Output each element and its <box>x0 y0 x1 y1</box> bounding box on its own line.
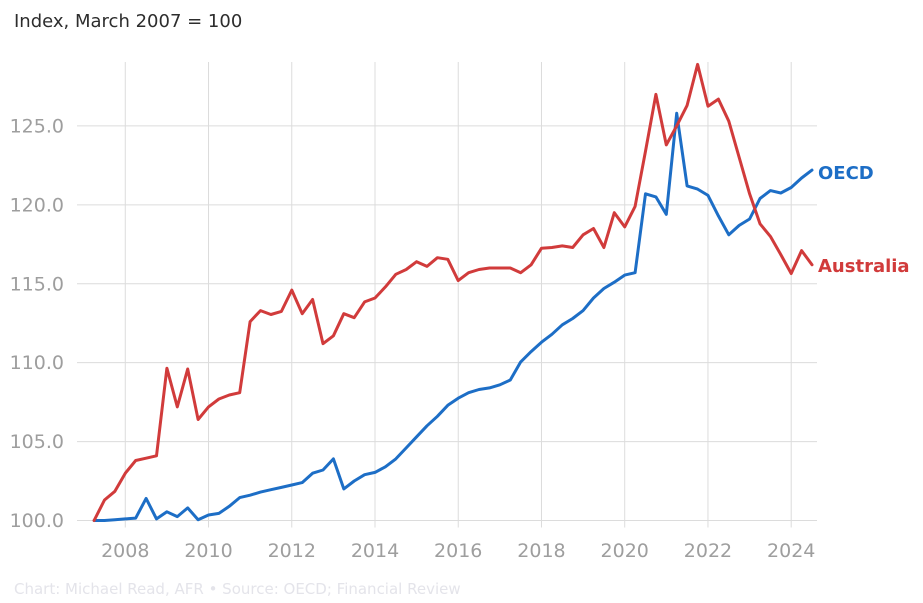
x-tick-label: 2016 <box>434 540 482 562</box>
series-label-australia: Australia <box>818 256 910 277</box>
x-tick-label: 2008 <box>101 540 149 562</box>
x-tick-label: 2012 <box>268 540 316 562</box>
footer-credit: Chart: Michael Read, AFR • Source: OECD;… <box>14 580 461 598</box>
series-line-oecd <box>92 111 814 522</box>
y-tick-label: 100.0 <box>10 510 64 532</box>
x-tick-label: 2010 <box>184 540 232 562</box>
y-tick-label: 120.0 <box>10 194 64 216</box>
y-tick-label: 110.0 <box>10 352 64 374</box>
chart-title: Index, March 2007 = 100 <box>14 11 243 32</box>
x-tick-label: 2020 <box>601 540 649 562</box>
series-line-australia <box>92 62 814 522</box>
y-tick-label: 115.0 <box>10 273 64 295</box>
series-label-oecd: OECD <box>818 163 874 184</box>
y-tick-label: 125.0 <box>10 115 64 137</box>
x-tick-label: 2024 <box>767 540 815 562</box>
x-tick-label: 2018 <box>517 540 565 562</box>
y-tick-label: 105.0 <box>10 431 64 453</box>
x-tick-label: 2022 <box>684 540 732 562</box>
x-tick-label: 2014 <box>351 540 399 562</box>
